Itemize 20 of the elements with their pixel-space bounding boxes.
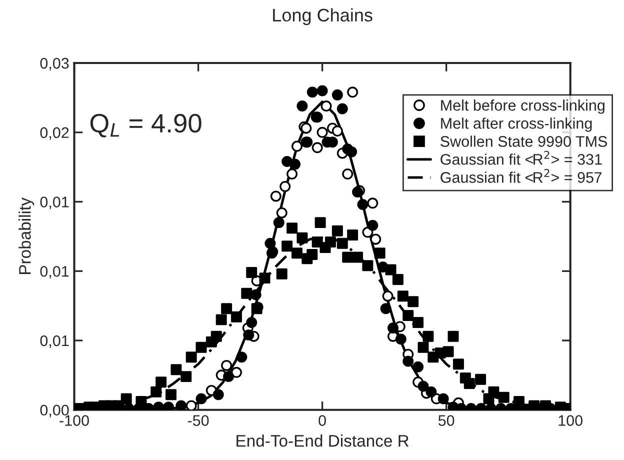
chart-title: Long Chains xyxy=(273,8,372,26)
legend-label: Gaussian fit <R$^{2}$> = 957 xyxy=(440,168,602,183)
x-tick-label: -100 xyxy=(60,415,89,426)
legend-label: Swollen State 9990 TMS xyxy=(440,136,608,147)
x-axis-title: End-To-End Distance R xyxy=(236,434,409,447)
x-tick-label: -50 xyxy=(188,415,209,426)
y-tick-label: 0,01 xyxy=(40,196,69,210)
annotation: Q$_{L}$ = 4.90 xyxy=(90,114,202,138)
legend-label: Gaussian fit <R$^{2}$> = 331 xyxy=(440,150,602,165)
legend-label: Melt before cross-linking xyxy=(441,100,604,114)
y-axis-title: Probability xyxy=(18,198,34,274)
x-tick-label: 50 xyxy=(438,415,454,426)
y-tick-label: 0,00 xyxy=(40,404,69,418)
y-tick-label: 0,03 xyxy=(40,58,69,71)
y-tick-label: 0,01 xyxy=(40,335,69,348)
x-tick-label: 0 xyxy=(318,415,326,426)
y-tick-label: 0,02 xyxy=(40,127,69,140)
x-tick-label: 100 xyxy=(558,415,582,426)
legend-label: Melt after cross-linking xyxy=(441,118,592,132)
y-tick-label: 0,01 xyxy=(40,266,69,279)
